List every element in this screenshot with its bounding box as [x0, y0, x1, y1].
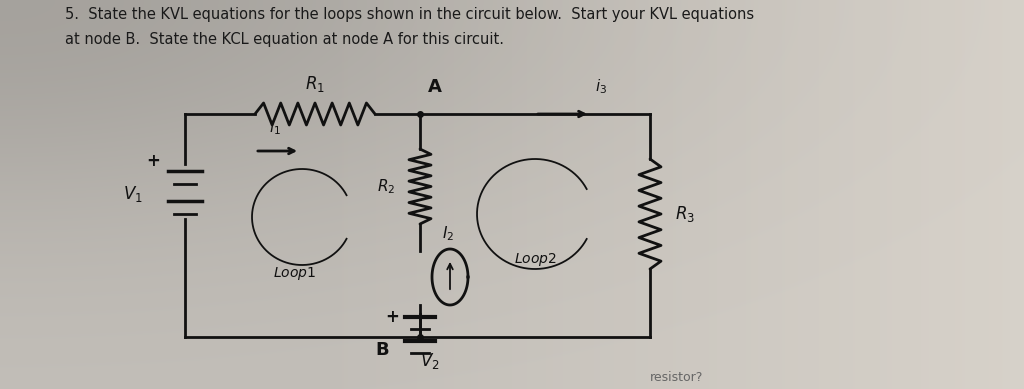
Text: +: + [146, 152, 160, 170]
Text: B: B [375, 341, 389, 359]
Text: 5.  State the KVL equations for the loops shown in the circuit below.  Start you: 5. State the KVL equations for the loops… [65, 7, 754, 22]
Text: $I_2$: $I_2$ [442, 225, 455, 244]
Text: A: A [428, 78, 442, 96]
Text: $V_1$: $V_1$ [123, 184, 143, 204]
Text: $R_2$: $R_2$ [377, 178, 395, 196]
Text: $Loop1$: $Loop1$ [273, 266, 316, 282]
Text: $V_2$: $V_2$ [420, 351, 440, 371]
Text: $i_1$: $i_1$ [269, 118, 281, 137]
Text: $i_3$: $i_3$ [595, 77, 607, 96]
Text: $R_3$: $R_3$ [675, 204, 695, 224]
Text: at node B.  State the KCL equation at node A for this circuit.: at node B. State the KCL equation at nod… [65, 32, 504, 47]
Text: resistor?: resistor? [650, 371, 703, 384]
Text: +: + [385, 308, 399, 326]
Text: $R_1$: $R_1$ [305, 74, 325, 94]
Text: $Loop2$: $Loop2$ [514, 251, 556, 268]
